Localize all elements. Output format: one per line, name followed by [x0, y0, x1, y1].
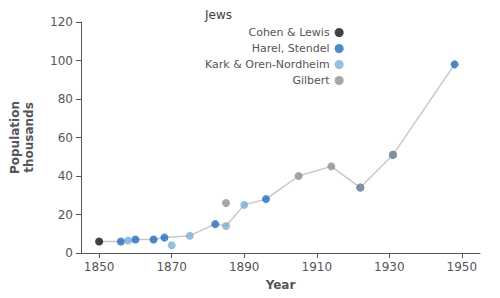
svg-text:80: 80: [58, 92, 73, 106]
svg-text:1870: 1870: [156, 260, 187, 274]
svg-text:120: 120: [50, 15, 73, 29]
svg-text:1890: 1890: [229, 260, 260, 274]
svg-text:Population: Population: [8, 101, 22, 174]
svg-text:20: 20: [58, 208, 73, 222]
svg-text:1930: 1930: [374, 260, 405, 274]
svg-text:Gilbert: Gilbert: [292, 74, 330, 87]
svg-text:1910: 1910: [301, 260, 332, 274]
svg-text:60: 60: [58, 131, 73, 145]
svg-text:40: 40: [58, 169, 73, 183]
svg-text:Kark & Oren-Nordheim: Kark & Oren-Nordheim: [205, 58, 330, 71]
svg-text:Year: Year: [265, 278, 296, 292]
svg-text:1850: 1850: [84, 260, 115, 274]
svg-text:1950: 1950: [447, 260, 478, 274]
svg-text:Jews: Jews: [204, 8, 232, 22]
svg-text:Cohen & Lewis: Cohen & Lewis: [248, 26, 329, 39]
svg-text:100: 100: [50, 54, 73, 68]
svg-text:0: 0: [65, 246, 73, 260]
svg-text:Harel, Stendel: Harel, Stendel: [252, 42, 330, 55]
svg-text:thousands: thousands: [22, 102, 36, 173]
